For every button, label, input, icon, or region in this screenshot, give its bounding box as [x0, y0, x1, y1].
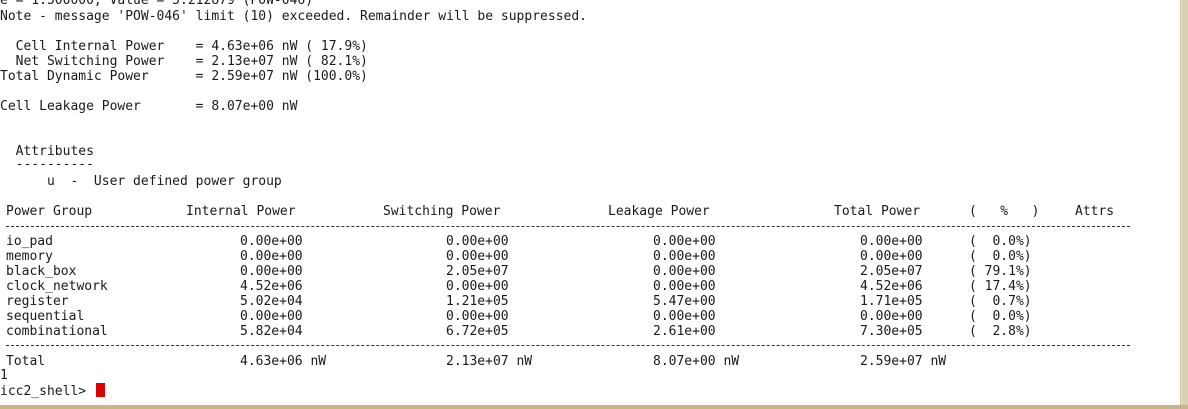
- total-leakage: 8.07e+00 nW: [653, 354, 740, 369]
- row-switching: 6.72e+05: [446, 324, 509, 339]
- window-bottom-border: [0, 405, 1188, 409]
- vertical-scrollbar[interactable]: [1180, 0, 1188, 409]
- shell-prompt: icc2_shell>: [0, 384, 87, 399]
- row-group: combinational: [6, 324, 108, 339]
- row-switching: 1.21e+05: [446, 294, 509, 309]
- row-leakage: 2.61e+00: [653, 324, 716, 339]
- scrollbar-thumb[interactable]: [1182, 0, 1188, 409]
- row-group: register: [6, 294, 69, 309]
- header-switching-power: Switching Power: [383, 204, 501, 219]
- return-value: 1: [0, 368, 8, 383]
- summary-label: Total Dynamic Power: [0, 69, 188, 84]
- total-label: Total: [6, 354, 46, 369]
- row-internal: 0.00e+00: [240, 249, 303, 264]
- shell-prompt-line[interactable]: icc2_shell>: [0, 383, 105, 399]
- summary-label: Cell Internal Power: [0, 39, 188, 54]
- total-switching: 2.13e+07 nW: [446, 354, 533, 369]
- row-percent: ( 0.0%): [969, 309, 1032, 324]
- row-switching: 0.00e+00: [446, 249, 509, 264]
- row-switching: 0.00e+00: [446, 279, 509, 294]
- summary-label: Net Switching Power: [0, 54, 188, 69]
- terminal-line-note: Note - message 'POW-046' limit (10) exce…: [0, 9, 587, 24]
- row-internal: 5.02e+04: [240, 294, 303, 309]
- attributes-title: Attributes: [0, 144, 94, 159]
- row-group: clock_network: [6, 279, 108, 294]
- terminal-line-truncated: e = 1.500000, Value = 5.212879 (POW-046): [0, 0, 314, 8]
- header-percent: ( % ): [969, 204, 1040, 219]
- summary-line-net-switching: Net Switching Power = 2.13e+07 nW ( 82.1…: [0, 54, 368, 69]
- row-internal: 5.82e+04: [240, 324, 303, 339]
- row-internal: 0.00e+00: [240, 309, 303, 324]
- text-cursor: [95, 383, 105, 397]
- total-internal: 4.63e+06 nW: [240, 354, 327, 369]
- row-leakage: 0.00e+00: [653, 249, 716, 264]
- summary-value: = 2.13e+07 nW ( 82.1%): [187, 54, 368, 69]
- row-percent: ( 0.0%): [969, 249, 1032, 264]
- attributes-underline: ----------: [0, 157, 94, 172]
- summary-line-cell-internal: Cell Internal Power = 4.63e+06 nW ( 17.9…: [0, 39, 368, 54]
- row-internal: 0.00e+00: [240, 264, 303, 279]
- header-attrs: Attrs: [1075, 204, 1115, 219]
- table-separator: [6, 226, 1130, 227]
- summary-value: = 8.07e+00 nW: [187, 99, 298, 114]
- row-switching: 0.00e+00: [446, 309, 509, 324]
- row-total: 0.00e+00: [860, 249, 923, 264]
- header-total-power: Total Power: [834, 204, 921, 219]
- row-leakage: 0.00e+00: [653, 279, 716, 294]
- row-leakage: 0.00e+00: [653, 309, 716, 324]
- table-separator: [6, 345, 1130, 346]
- row-internal: 4.52e+06: [240, 279, 303, 294]
- row-percent: ( 0.7%): [969, 294, 1032, 309]
- row-total: 4.52e+06: [860, 279, 923, 294]
- row-total: 1.71e+05: [860, 294, 923, 309]
- row-total: 7.30e+05: [860, 324, 923, 339]
- row-group: sequential: [6, 309, 85, 324]
- total-total: 2.59e+07 nW: [860, 354, 947, 369]
- row-total: 2.05e+07: [860, 264, 923, 279]
- row-switching: 2.05e+07: [446, 264, 509, 279]
- header-internal-power: Internal Power: [186, 204, 296, 219]
- summary-value: = 4.63e+06 nW ( 17.9%): [187, 39, 368, 54]
- attributes-entry: u - User defined power group: [0, 174, 282, 189]
- summary-label: Cell Leakage Power: [0, 99, 188, 114]
- row-leakage: 5.47e+00: [653, 294, 716, 309]
- row-total: 0.00e+00: [860, 309, 923, 324]
- header-power-group: Power Group: [6, 204, 93, 219]
- summary-value: = 2.59e+07 nW (100.0%): [187, 69, 368, 84]
- header-leakage-power: Leakage Power: [608, 204, 710, 219]
- row-percent: ( 0.0%): [969, 234, 1032, 249]
- row-switching: 0.00e+00: [446, 234, 509, 249]
- row-percent: ( 79.1%): [969, 264, 1032, 279]
- row-leakage: 0.00e+00: [653, 234, 716, 249]
- row-internal: 0.00e+00: [240, 234, 303, 249]
- row-leakage: 0.00e+00: [653, 264, 716, 279]
- summary-line-cell-leakage: Cell Leakage Power = 8.07e+00 nW: [0, 99, 297, 114]
- row-group: memory: [6, 249, 53, 264]
- row-percent: ( 2.8%): [969, 324, 1032, 339]
- row-group: black_box: [6, 264, 77, 279]
- summary-line-total-dynamic: Total Dynamic Power = 2.59e+07 nW (100.0…: [0, 69, 368, 84]
- row-group: io_pad: [6, 234, 53, 249]
- row-percent: ( 17.4%): [969, 279, 1032, 294]
- row-total: 0.00e+00: [860, 234, 923, 249]
